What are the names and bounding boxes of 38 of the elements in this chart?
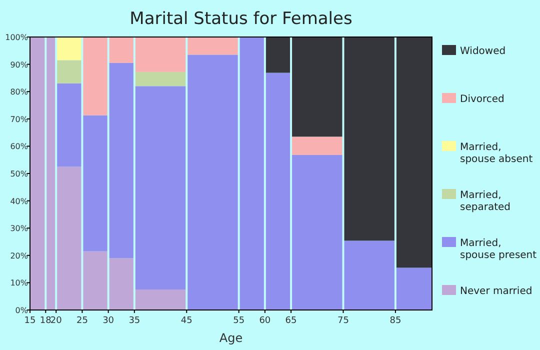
y-tick-label: 20% <box>10 251 28 260</box>
legend-label: Never married <box>460 286 532 297</box>
x-tick-label: 30 <box>102 316 114 326</box>
legend-label: Married, spouse absent <box>460 142 533 165</box>
y-tick-label: 70% <box>10 114 28 124</box>
x-axis-title: Age <box>219 331 243 345</box>
x-tick-label: 15 <box>24 316 36 326</box>
x-tick-label: 60 <box>259 316 271 326</box>
legend-label: Married, spouse present <box>460 238 537 261</box>
x-tick-label: 18 <box>40 316 52 326</box>
bar <box>109 258 134 310</box>
chart-title: Marital Status for Females <box>130 9 352 29</box>
x-tick-label: 35 <box>128 316 140 326</box>
x-tick-label: 55 <box>233 316 245 326</box>
y-tick-label: 90% <box>10 60 28 70</box>
x-tick-label: 85 <box>390 316 402 326</box>
y-tick-label: 40% <box>10 196 28 206</box>
bar <box>83 251 108 310</box>
y-tick-label: 80% <box>10 88 28 97</box>
legend-label: Widowed <box>460 46 506 57</box>
bar <box>57 37 82 60</box>
x-tick-label: 25 <box>76 316 88 326</box>
bar <box>292 136 342 155</box>
y-tick-label: 50% <box>10 170 28 178</box>
x-tick-label: 20 <box>50 316 62 326</box>
x-tick-label: 65 <box>285 316 297 326</box>
legend-label: Married, separated <box>460 190 510 213</box>
y-tick-label: 10% <box>10 278 28 288</box>
legend-label: Divorced <box>460 94 504 105</box>
x-tick-label: 45 <box>180 316 192 326</box>
bar <box>57 166 82 310</box>
bar <box>188 37 238 55</box>
y-tick-label: 0% <box>15 306 28 315</box>
y-tick-label: 30% <box>10 224 28 234</box>
y-tick-label: 100% <box>5 33 28 42</box>
x-tick-label: 75 <box>338 316 349 326</box>
bar <box>135 37 186 72</box>
y-tick-label: 60% <box>10 142 28 152</box>
